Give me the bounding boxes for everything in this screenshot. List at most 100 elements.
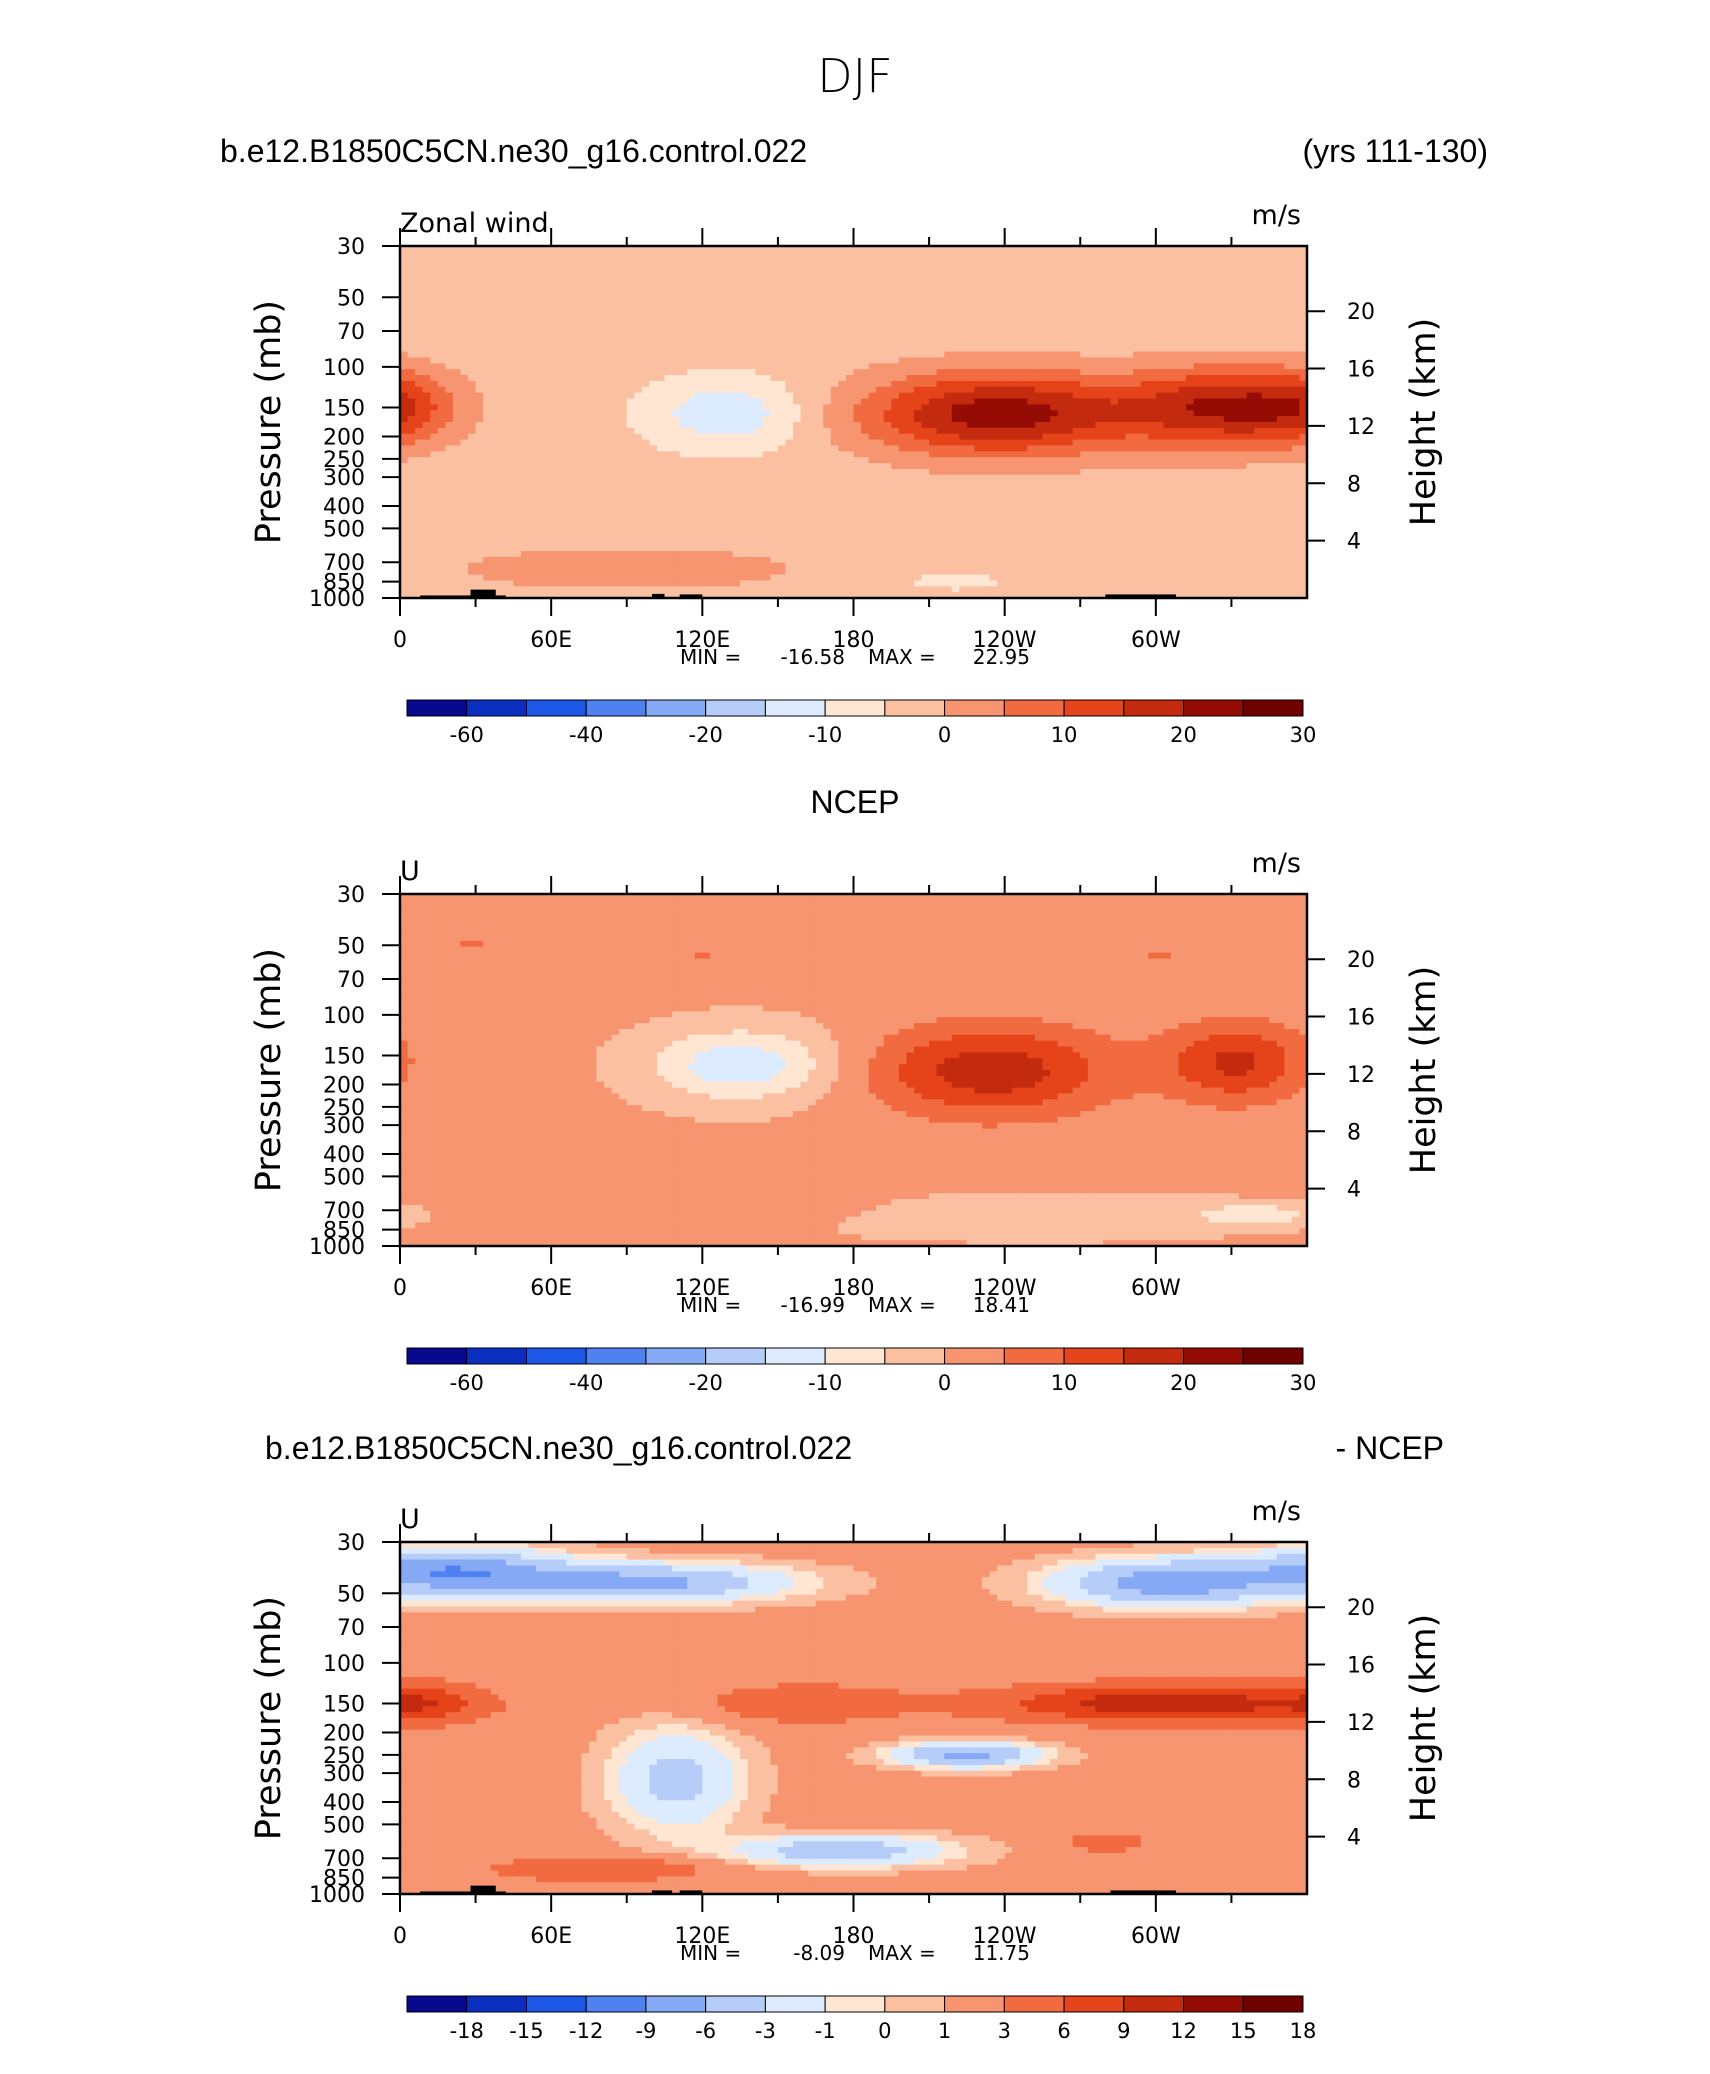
field-cell <box>1034 351 1044 359</box>
field-cell <box>1102 392 1112 400</box>
field-cell <box>604 322 613 329</box>
field-cell <box>626 292 635 300</box>
field-cell <box>808 251 817 259</box>
field-cell <box>815 298 824 306</box>
field-cell <box>626 334 635 341</box>
field-cell <box>520 304 530 312</box>
field-cell <box>1193 369 1202 376</box>
field-cell <box>1238 363 1248 370</box>
field-cell <box>1110 257 1119 265</box>
field-cell <box>823 357 832 364</box>
field-cell <box>913 304 923 312</box>
field-cell <box>959 251 968 259</box>
field-cell <box>830 345 839 353</box>
field-cell <box>747 457 756 464</box>
field-cell <box>407 375 416 382</box>
field-cell <box>1223 363 1233 370</box>
field-cell <box>1216 480 1225 488</box>
field-cell <box>400 398 409 405</box>
field-cell <box>944 257 953 265</box>
field-cell <box>430 386 439 394</box>
field-cell <box>777 380 787 388</box>
field-cell <box>1042 410 1051 417</box>
field-cell <box>906 386 915 394</box>
field-cell <box>861 251 870 259</box>
field-cell <box>611 457 620 464</box>
field-cell <box>1254 257 1263 265</box>
field-cell <box>944 298 953 306</box>
field-cell <box>1148 410 1157 417</box>
field-cell <box>1110 263 1119 271</box>
field-cell <box>656 375 666 382</box>
field-cell <box>830 474 839 482</box>
field-cell <box>1148 269 1157 276</box>
field-cell <box>951 433 960 441</box>
field-cell <box>981 457 991 464</box>
field-cell <box>1216 468 1225 476</box>
field-cell <box>1261 433 1270 441</box>
field-cell <box>452 269 462 276</box>
field-cell <box>800 357 809 364</box>
field-cell <box>1050 380 1059 388</box>
field-cell <box>1170 328 1180 335</box>
field-cell <box>966 427 976 435</box>
field-cell <box>1034 263 1044 271</box>
field-cell <box>649 292 658 300</box>
field-cell <box>1238 357 1248 364</box>
field-cell <box>452 398 462 405</box>
field-cell <box>944 380 953 388</box>
field-cell <box>1133 269 1142 276</box>
field-cell <box>619 328 628 335</box>
field-cell <box>815 357 824 364</box>
field-cell <box>1042 269 1051 276</box>
field-cell <box>1291 416 1301 423</box>
field-cell <box>1133 468 1142 476</box>
field-cell <box>573 474 582 482</box>
field-cell <box>1004 445 1013 452</box>
field-cell <box>1223 375 1233 382</box>
field-cell <box>762 246 771 253</box>
field-cell <box>483 287 492 294</box>
field-cell <box>1012 304 1021 312</box>
field-cell <box>1110 410 1119 417</box>
field-cell <box>649 398 658 405</box>
field-cell <box>437 363 446 370</box>
field-cell <box>1238 392 1248 400</box>
field-cell <box>407 246 416 253</box>
field-cell <box>1284 316 1293 323</box>
field-cell <box>1178 363 1187 370</box>
field-cell <box>520 392 530 400</box>
field-cell <box>1004 316 1013 323</box>
field-cell <box>1178 339 1187 347</box>
field-cell <box>498 357 507 364</box>
field-cell <box>755 427 764 435</box>
field-cell <box>581 398 590 405</box>
field-cell <box>913 457 923 464</box>
field-cell <box>498 275 507 282</box>
field-cell <box>468 345 477 353</box>
field-cell <box>528 292 537 300</box>
field-cell <box>845 287 855 294</box>
field-cell <box>400 251 409 259</box>
field-cell <box>520 251 530 259</box>
field-cell <box>437 398 446 405</box>
field-cell <box>1261 316 1270 323</box>
field-cell <box>989 457 998 464</box>
field-cell <box>944 468 953 476</box>
field-cell <box>551 386 560 394</box>
field-cell <box>709 451 719 458</box>
field-cell <box>891 386 900 394</box>
field-cell <box>1254 386 1263 394</box>
field-cell <box>596 433 605 441</box>
field-cell <box>430 339 439 347</box>
field-cell <box>437 369 446 376</box>
field-cell <box>1072 380 1081 388</box>
field-cell <box>1299 386 1307 394</box>
field-cell <box>483 246 492 253</box>
field-cell <box>981 468 991 476</box>
field-cell <box>944 281 953 288</box>
field-cell <box>1133 363 1142 370</box>
field-cell <box>944 246 953 253</box>
field-cell <box>1238 404 1248 411</box>
field-cell <box>619 457 628 464</box>
